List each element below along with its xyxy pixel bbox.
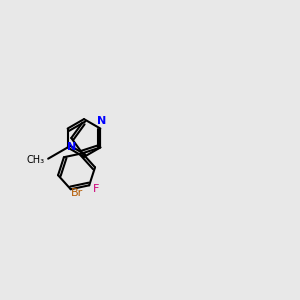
Text: F: F bbox=[93, 184, 100, 194]
Text: N: N bbox=[97, 116, 106, 125]
Text: N: N bbox=[67, 142, 76, 152]
Text: CH₃: CH₃ bbox=[26, 155, 44, 165]
Text: Br: Br bbox=[71, 188, 83, 198]
